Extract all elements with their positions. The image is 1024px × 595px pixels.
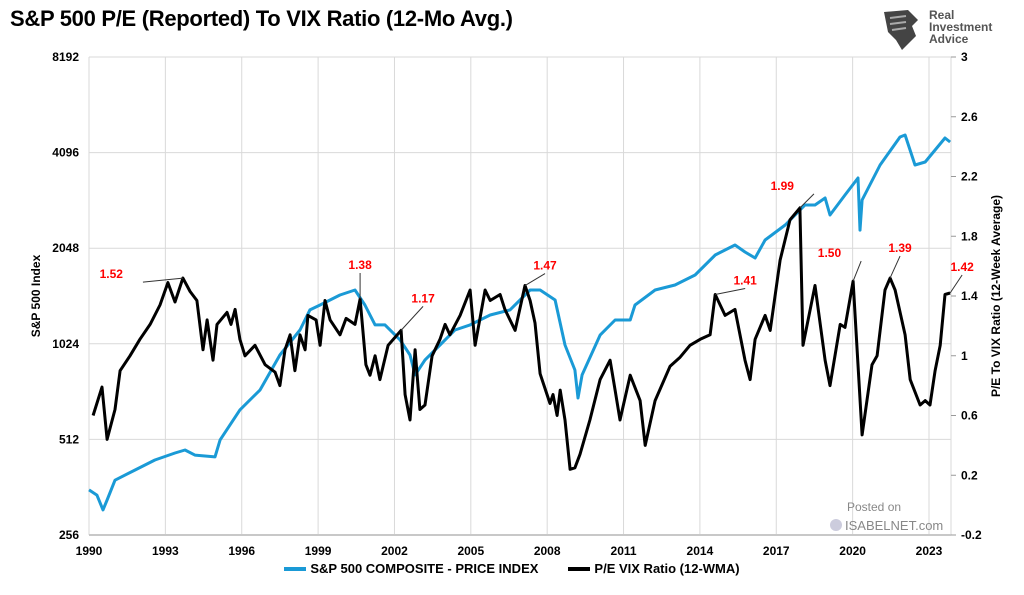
x-tick-label: 1999	[305, 544, 332, 558]
y-right-tick-label: 1	[961, 349, 968, 363]
x-tick-label: 1990	[76, 544, 103, 558]
sp500-line	[88, 133, 952, 512]
globe-icon	[830, 519, 842, 531]
y-right-tick-label: 2.6	[961, 110, 978, 124]
chart-title: S&P 500 P/E (Reported) To VIX Ratio (12-…	[10, 6, 513, 31]
y-left-tick-label: 2048	[52, 241, 79, 255]
logo-line-2: Investment	[929, 20, 993, 34]
y-left-tick-label: 1024	[52, 337, 79, 351]
y-right-tick-label: 3	[961, 50, 968, 64]
x-tick-label: 2008	[534, 544, 561, 558]
annotation-leader	[400, 306, 424, 331]
y-right-tick-label: 2.2	[961, 170, 978, 184]
y-right-tick-label: 1.8	[961, 229, 978, 243]
legend: S&P 500 COMPOSITE - PRICE INDEX P/E VIX …	[0, 561, 1024, 576]
legend-item-pe-vix: P/E VIX Ratio (12-WMA)	[568, 561, 740, 576]
watermark-line-1: Posted on	[847, 500, 902, 514]
eagle-logo-icon	[884, 10, 918, 50]
annotation-label: 1.47	[533, 259, 557, 273]
x-tick-label: 2023	[916, 544, 943, 558]
annotation-leader	[524, 273, 546, 286]
y-right-tick-label: -0.2	[961, 528, 982, 542]
x-tick-label: 2011	[611, 544, 637, 558]
x-tick-label: 2017	[763, 544, 790, 558]
logo-text: Real Investment Advice	[929, 9, 992, 45]
y-left-tick-label: 256	[59, 528, 79, 542]
watermark-line-2: ISABELNET.com	[845, 518, 944, 533]
y-right-tick-label: 0.6	[961, 409, 978, 423]
y-left-tick-label: 512	[59, 432, 79, 446]
legend-label-sp500: S&P 500 COMPOSITE - PRICE INDEX	[310, 561, 539, 576]
annotation-label: 1.39	[888, 241, 912, 255]
annotation-leader	[949, 274, 963, 294]
annotation-label: 1.38	[348, 258, 372, 272]
logo: Real Investment Advice	[878, 6, 1018, 52]
y-right-tick-label: 1.4	[961, 289, 978, 303]
legend-label-pe-vix: P/E VIX Ratio (12-WMA)	[594, 561, 740, 576]
watermark: Posted on ISABELNET.com	[830, 500, 943, 533]
legend-item-sp500: S&P 500 COMPOSITE - PRICE INDEX	[284, 561, 538, 576]
annotation-label: 1.17	[411, 291, 435, 305]
annotation-leader	[142, 277, 183, 283]
y-right-tick-label: 0.2	[961, 468, 978, 482]
annotation-leader	[889, 255, 901, 279]
x-tick-label: 2020	[839, 544, 866, 558]
annotation-leader	[799, 193, 815, 209]
annotation-leader	[852, 260, 862, 282]
x-tick-label: 2005	[457, 544, 484, 558]
x-tick-label: 2014	[687, 544, 714, 558]
annotation-label: 1.50	[818, 246, 842, 260]
x-tick-label: 2002	[381, 544, 408, 558]
x-tick-label: 1996	[228, 544, 255, 558]
annotation-label: 1.41	[734, 274, 758, 288]
logo-line-3: Advice	[929, 32, 969, 46]
legend-swatch-black	[568, 566, 591, 571]
y-left-tick-label: 4096	[52, 146, 79, 160]
annotation-label: 1.99	[771, 179, 795, 193]
legend-swatch-blue	[284, 566, 307, 571]
y-left-tick-label: 8192	[52, 50, 79, 64]
x-tick-label: 1993	[152, 544, 179, 558]
pe-vix-ratio-line	[91, 206, 951, 471]
annotation-leader	[715, 288, 746, 295]
annotation-label: 1.42	[950, 260, 974, 274]
y-right-label: P/E To VIX Ratio (12-Week Average)	[989, 195, 1003, 397]
y-left-label: S&P 500 Index	[29, 254, 43, 337]
logo-line-1: Real	[929, 8, 955, 22]
annotation-label: 1.52	[100, 267, 124, 281]
